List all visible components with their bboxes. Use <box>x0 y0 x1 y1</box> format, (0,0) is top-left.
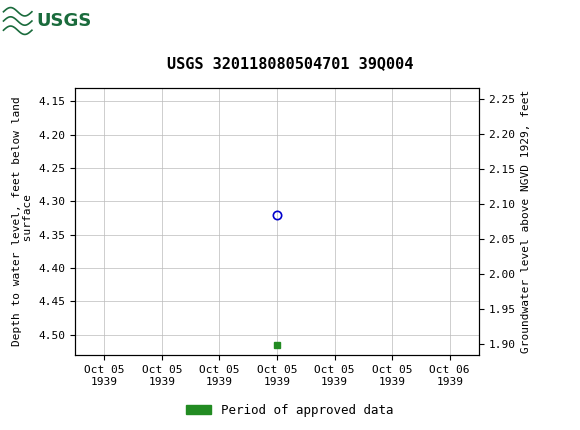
Y-axis label: Groundwater level above NGVD 1929, feet: Groundwater level above NGVD 1929, feet <box>521 90 531 353</box>
FancyBboxPatch shape <box>3 3 70 39</box>
Legend: Period of approved data: Period of approved data <box>181 399 399 421</box>
Text: USGS 320118080504701 39Q004: USGS 320118080504701 39Q004 <box>167 56 413 71</box>
Y-axis label: Depth to water level, feet below land
 surface: Depth to water level, feet below land su… <box>12 97 33 346</box>
Text: USGS: USGS <box>36 12 91 30</box>
